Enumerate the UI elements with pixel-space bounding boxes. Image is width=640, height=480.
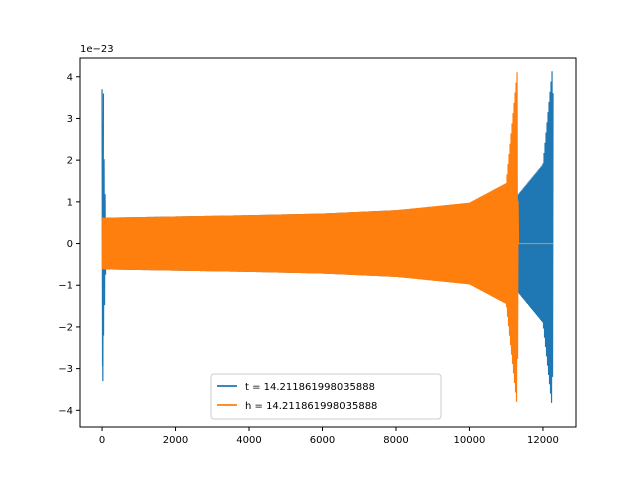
x-tick-label: 12000 — [527, 435, 559, 446]
y-tick-label: −3 — [58, 364, 73, 375]
x-tick-label: 6000 — [310, 435, 335, 446]
y-tick-label: −2 — [58, 322, 73, 333]
y-tick-label: −4 — [58, 406, 73, 417]
x-tick-label: 0 — [99, 435, 105, 446]
legend: t = 14.211861998035888 h = 14.21186199803… — [210, 373, 442, 420]
x-tick-label: 8000 — [383, 435, 408, 446]
y-tick-label: 1 — [67, 197, 73, 208]
y-tick-label: 4 — [67, 72, 73, 83]
y-tick-label: 0 — [67, 239, 73, 250]
x-tick-label: 2000 — [163, 435, 188, 446]
y-tick-label: −1 — [58, 281, 73, 292]
series-layer — [101, 71, 554, 403]
legend-box — [210, 373, 442, 420]
series-line-h — [101, 72, 554, 402]
y-tick-label: 2 — [67, 156, 73, 167]
axes-frame — [79, 57, 577, 428]
x-tick-label: 4000 — [236, 435, 261, 446]
legend-label: h = 14.211861998035888 — [245, 401, 377, 412]
y-tick-label: 3 — [67, 114, 73, 125]
legend-label: t = 14.211861998035888 — [245, 382, 375, 393]
x-tick-label: 10000 — [454, 435, 486, 446]
axes-layer: 0 2000 4000 6000 8000 10000 12000 −4 −3 −2 −1 0 1 2 3 4 — [58, 57, 577, 446]
y-offset-label: 1e−23 — [80, 44, 114, 55]
